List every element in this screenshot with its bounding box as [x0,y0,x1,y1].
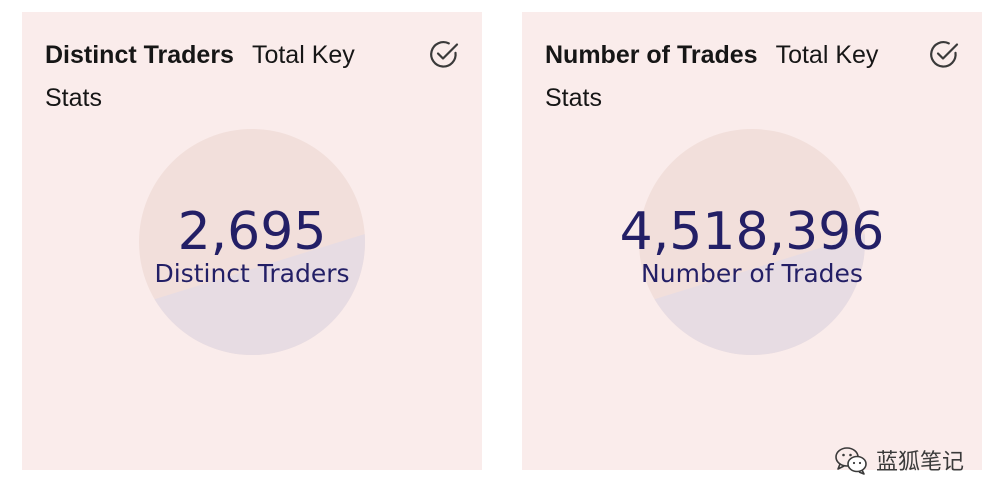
pie-disc [639,129,865,355]
card-header: Distinct Traders Total Key Stats [45,34,395,120]
pie-disc [139,129,365,355]
stat-label: Distinct Traders [154,259,350,288]
wechat-icon [835,447,867,475]
stat-card-number-of-trades: Number of Trades Total Key Stats 4,518,39… [522,12,982,470]
watermark: 蓝狐笔记 [834,444,964,476]
card-subtitle: Total Key Stats [545,41,879,112]
stat-value: 2,695 [177,202,327,262]
stat-card-distinct-traders: Distinct Traders Total Key Stats 2,695 Di… [22,12,482,470]
stat-value: 4,518,396 [619,202,885,262]
card-title: Number of Trades [545,41,758,69]
check-circle-icon[interactable] [928,38,960,70]
stat-label: Number of Trades [641,259,863,288]
card-subtitle: Total Key Stats [45,41,355,112]
watermark-text: 蓝狐笔记 [875,450,964,475]
check-circle-icon[interactable] [428,38,460,70]
card-header: Number of Trades Total Key Stats [545,34,895,120]
card-title: Distinct Traders [45,41,234,69]
